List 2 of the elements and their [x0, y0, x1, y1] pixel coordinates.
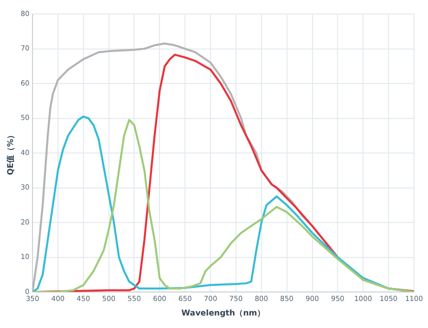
- y-axis-title: QE值（%）: [6, 130, 15, 176]
- x-axis-title: Wavelength（nm）: [181, 308, 266, 318]
